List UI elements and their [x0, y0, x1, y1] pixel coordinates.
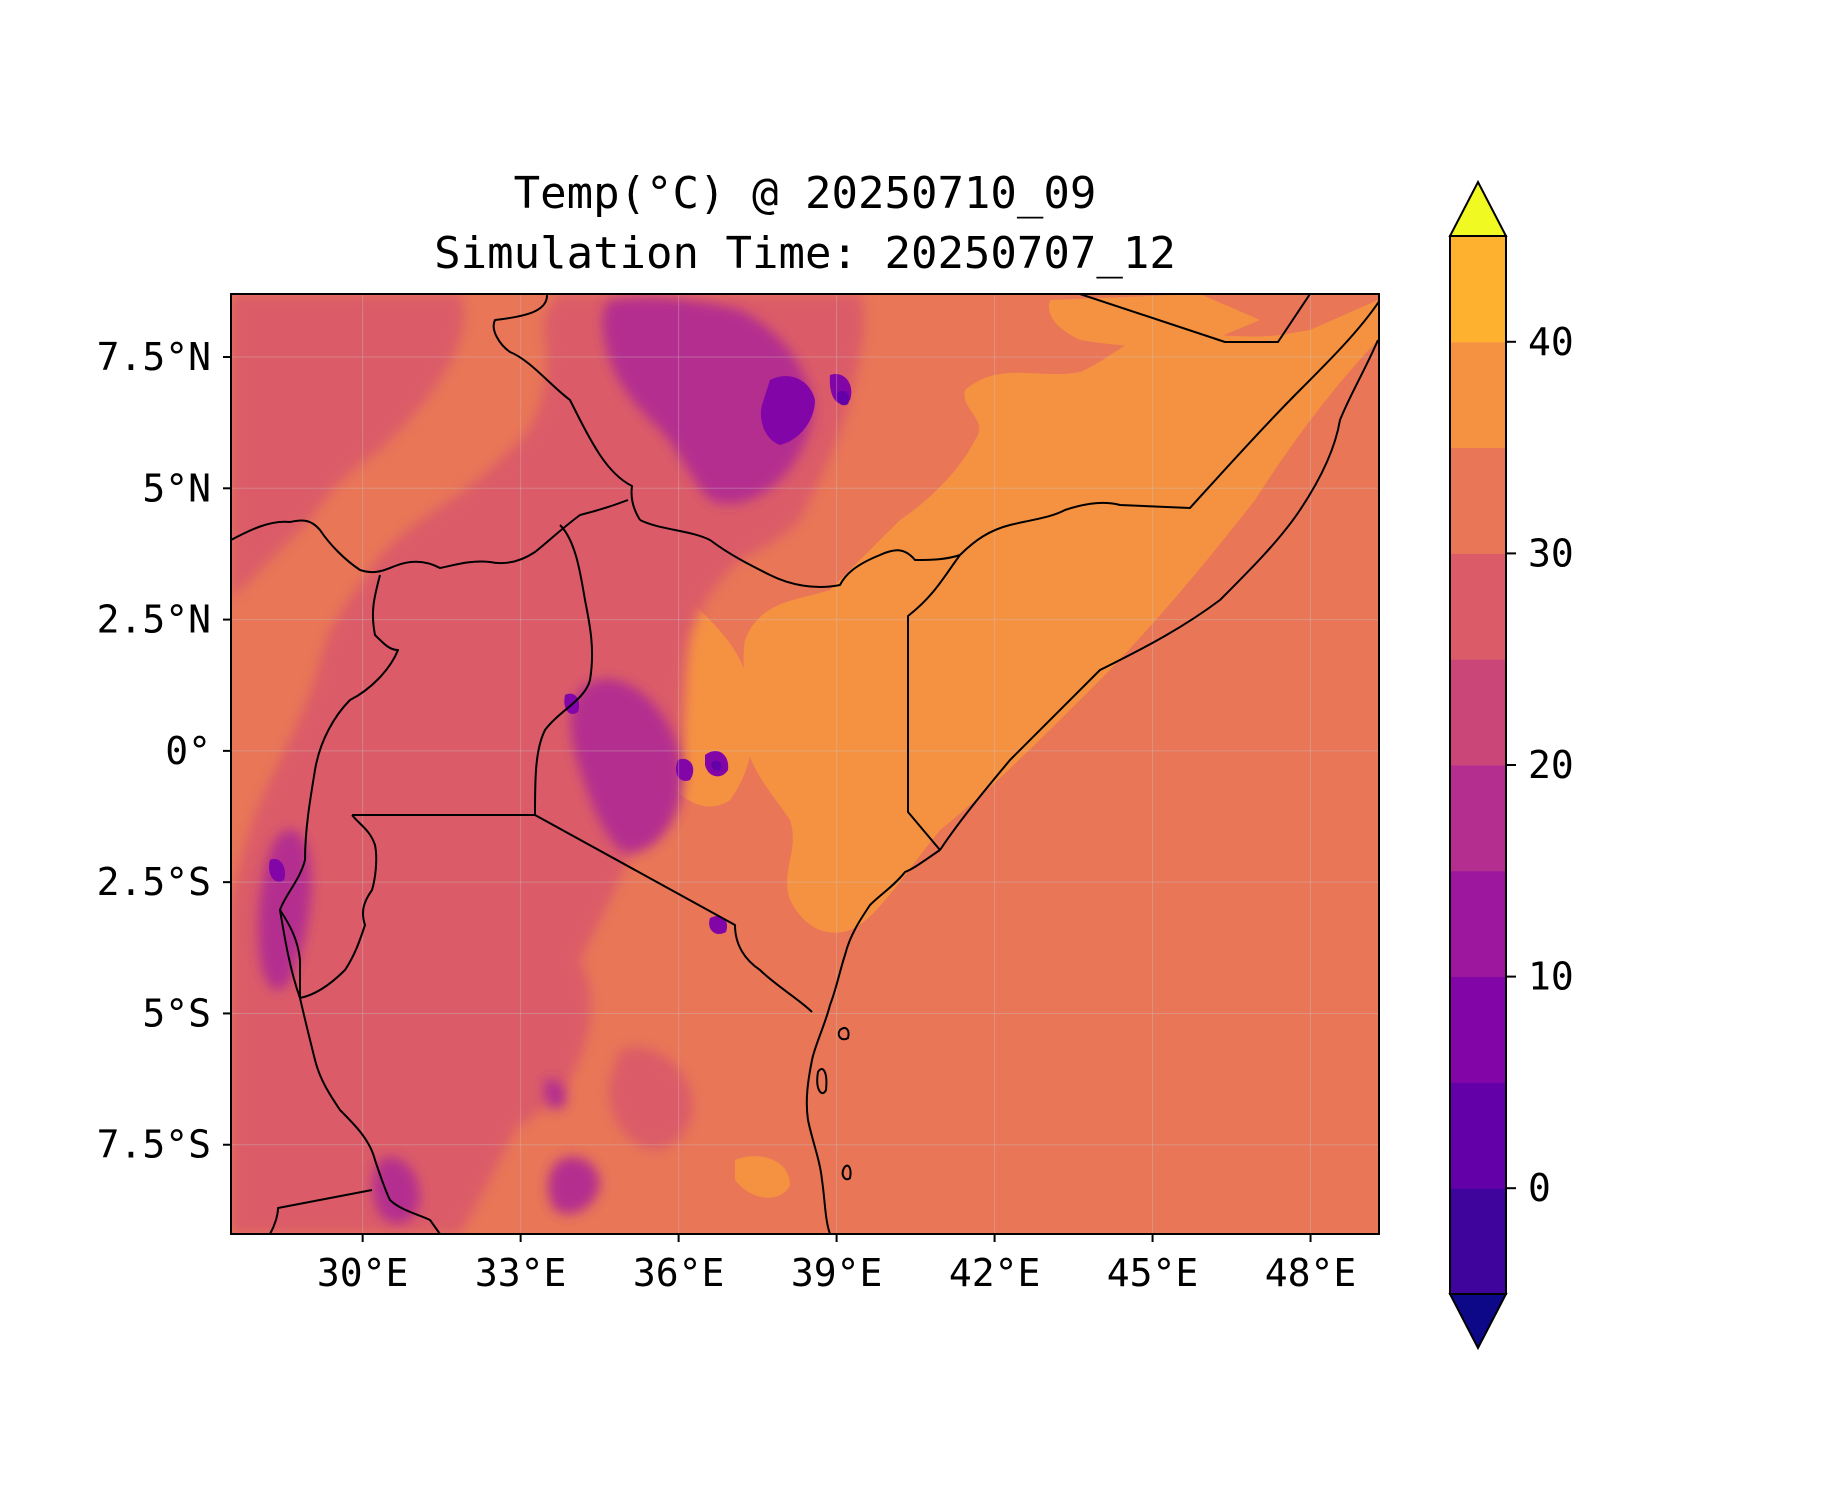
colorbar: 0 10 20 30 40: [1448, 179, 1574, 1351]
graticule: [231, 294, 1379, 1234]
colorbar-level: [1450, 659, 1506, 766]
longitude-ticks: 30°E 33°E 36°E 39°E 42°E 45°E 48°E: [317, 1234, 1356, 1295]
lon-tick-label: 42°E: [949, 1251, 1041, 1295]
map-subtitle: Simulation Time: 20250707_12: [434, 228, 1176, 279]
colorbar-level: [1450, 765, 1506, 872]
lat-tick-label: 0°: [165, 729, 211, 773]
country-borders: [231, 294, 1379, 1234]
colorbar-level: [1450, 236, 1506, 343]
lon-tick-label: 39°E: [791, 1251, 883, 1295]
colorbar-level: [1450, 1188, 1506, 1295]
lon-tick-label: 33°E: [475, 1251, 567, 1295]
lat-tick-label: 2.5°N: [97, 598, 211, 642]
lat-tick-label: 7.5°S: [97, 1123, 211, 1167]
coastline: [805, 339, 1379, 1234]
lat-tick-label: 5°S: [142, 991, 211, 1035]
map-frame: [230, 293, 1380, 1235]
colorbar-tick-label: 40: [1528, 320, 1574, 364]
colorbar-level: [1450, 1082, 1506, 1189]
lon-tick-label: 30°E: [317, 1251, 409, 1295]
colorbar-extend-max: [1448, 179, 1508, 237]
lon-tick-label: 36°E: [633, 1251, 725, 1295]
lat-tick-label: 7.5°N: [97, 335, 211, 379]
colorbar-extend-min: [1448, 1293, 1508, 1351]
lat-tick-label: 2.5°S: [97, 860, 211, 904]
colorbar-level: [1450, 447, 1506, 554]
temp-zone-5-10: [711, 390, 850, 771]
colorbar-level: [1450, 341, 1506, 449]
latitude-ticks: 7.5°N 5°N 2.5°N 0° 2.5°S 5°S 7.5°S: [97, 335, 231, 1167]
temp-zone-20-25: [231, 294, 865, 1234]
lon-tick-label: 48°E: [1265, 1251, 1357, 1295]
lon-tick-label: 45°E: [1107, 1251, 1199, 1295]
colorbar-tick-label: 30: [1528, 531, 1574, 575]
lat-tick-label: 5°N: [142, 466, 211, 510]
colorbar-level: [1450, 553, 1506, 660]
colorbar-tick-label: 0: [1528, 1166, 1551, 1210]
colorbar-level: [1450, 976, 1506, 1083]
colorbar-level: [1450, 870, 1506, 978]
colorbar-tick-label: 10: [1528, 955, 1574, 999]
map-title: Temp(°C) @ 20250710_09: [514, 168, 1097, 219]
temperature-field: [231, 294, 1379, 1234]
colorbar-tick-label: 20: [1528, 743, 1574, 787]
